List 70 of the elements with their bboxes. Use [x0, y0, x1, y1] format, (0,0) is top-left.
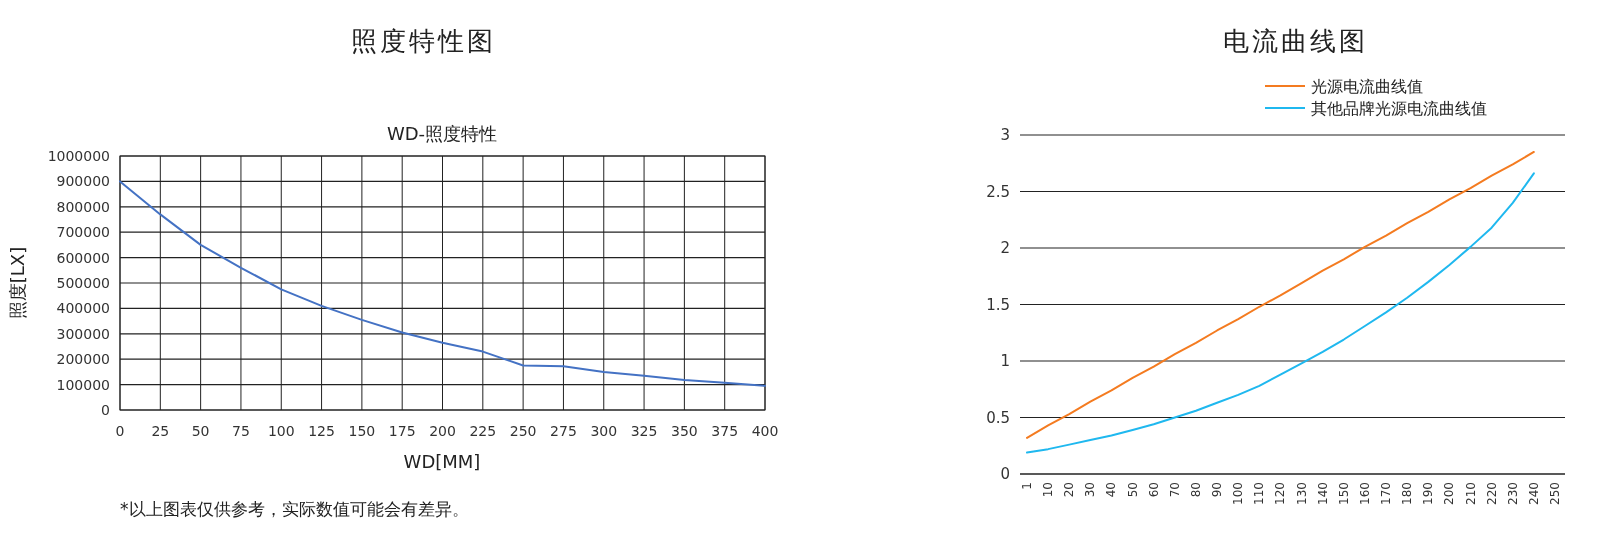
x-tick-label: 25	[151, 423, 170, 439]
x-tick-label: 175	[388, 423, 416, 439]
x-tick-label: 10	[1041, 482, 1056, 498]
x-axis-title: WD[MM]	[403, 451, 481, 472]
x-tick-label: 50	[1125, 482, 1140, 498]
x-tick-label: 100	[267, 423, 295, 439]
x-tick-label: 125	[308, 423, 335, 439]
x-tick-label: 75	[232, 423, 250, 439]
line-series	[119, 180, 766, 387]
text: *以上图表仅供参考，实际数值可能会有差异。	[120, 499, 469, 519]
x-tick-label: 400	[751, 423, 779, 439]
x-tick-label: 170	[1379, 482, 1394, 505]
x-tick-label: 275	[550, 423, 577, 439]
x-tick-label: 160	[1357, 482, 1372, 505]
x-tick-label: 250	[509, 423, 537, 439]
x-tick-label: 80	[1188, 482, 1203, 498]
x-tick-label: 140	[1315, 482, 1330, 505]
y-axis-title: 照度[LX]	[7, 246, 28, 320]
x-tick-label: 375	[711, 423, 739, 439]
y-tick-label: 0.5	[986, 408, 1010, 427]
x-tick-label: 300	[590, 423, 618, 439]
chart-title: 电流曲线图	[1222, 26, 1368, 56]
chart-subtitle: WD-照度特性	[386, 123, 498, 144]
x-tick-label: 90	[1210, 482, 1225, 498]
x-tick-label: 1	[1020, 482, 1034, 490]
y-tick-label: 500000	[56, 275, 110, 291]
y-tick-label: 0	[101, 402, 110, 418]
y-tick-label: 0	[1000, 465, 1010, 483]
x-tick-label: 250	[1548, 482, 1562, 505]
y-tick-label: 200000	[56, 351, 110, 368]
x-tick-label: 200	[1442, 482, 1457, 505]
x-tick-label: 50	[191, 423, 210, 439]
x-tick-label: 30	[1083, 482, 1098, 498]
y-tick-label: 1000000	[47, 148, 110, 164]
x-tick-label: 20	[1062, 482, 1077, 498]
x-tick-label: 180	[1400, 482, 1415, 505]
x-tick-label: 225	[469, 423, 497, 439]
x-tick-label: 130	[1294, 482, 1309, 505]
x-tick-label: 210	[1463, 482, 1478, 505]
x-tick-label: 190	[1421, 482, 1436, 505]
y-tick-label: 2	[1000, 239, 1010, 257]
x-tick-label: 230	[1505, 482, 1520, 505]
y-tick-label: 2.5	[986, 182, 1010, 201]
y-tick-label: 1	[1000, 352, 1010, 370]
y-tick-label: 3	[1000, 126, 1010, 144]
y-tick-label: 400000	[56, 300, 110, 317]
x-tick-label: 120	[1273, 482, 1288, 505]
x-tick-label: 40	[1104, 482, 1119, 498]
x-tick-label: 110	[1252, 482, 1267, 505]
y-tick-label: 900000	[56, 173, 110, 190]
x-tick-label: 350	[671, 423, 698, 439]
x-tick-label: 200	[429, 423, 456, 439]
y-tick-label: 100000	[56, 376, 110, 393]
y-tick-label: 600000	[56, 249, 110, 266]
x-tick-label: 150	[348, 423, 376, 439]
y-tick-label: 800000	[56, 198, 110, 215]
x-tick-label: 150	[1336, 482, 1351, 505]
x-tick-label: 70	[1167, 482, 1182, 498]
x-tick-label: 60	[1146, 482, 1161, 498]
legend-label: 光源电流曲线值	[1311, 77, 1423, 96]
x-tick-label: 220	[1484, 482, 1499, 505]
x-tick-label: 240	[1526, 482, 1541, 505]
legend-label: 其他品牌光源电流曲线值	[1311, 99, 1487, 118]
x-tick-label: 100	[1231, 482, 1246, 505]
x-tick-label: 0	[115, 423, 125, 439]
x-tick-label: 325	[630, 423, 658, 439]
chart-title: 照度特性图	[350, 26, 496, 56]
y-tick-label: 1.5	[986, 295, 1010, 314]
y-tick-label: 700000	[56, 224, 110, 241]
y-tick-label: 300000	[56, 325, 110, 342]
